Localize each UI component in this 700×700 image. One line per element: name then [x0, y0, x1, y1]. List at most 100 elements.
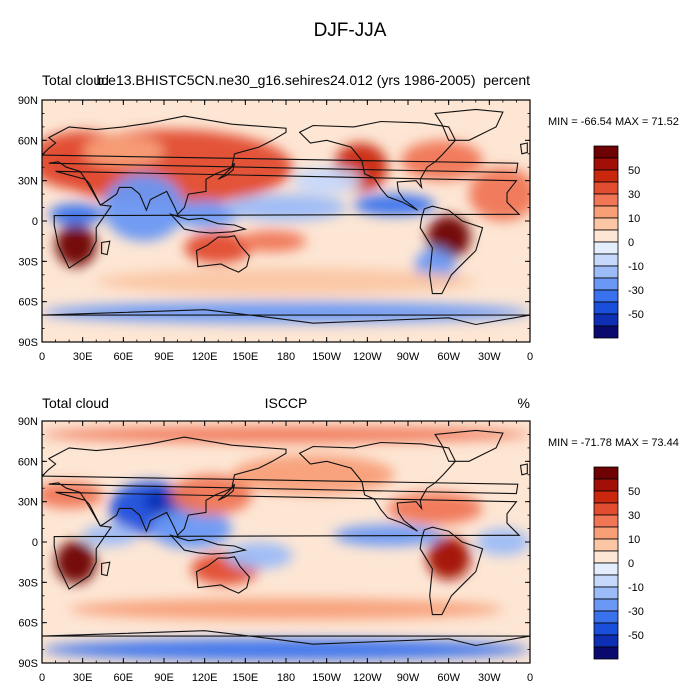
top-right-label: percent	[483, 72, 530, 88]
colorbar-swatch	[593, 634, 619, 648]
y-tick-label: 60N	[18, 456, 38, 468]
x-tick-label: 0	[527, 351, 533, 363]
colorbar-label: 30	[628, 510, 640, 522]
bottom-center-label: ISCCP	[264, 395, 308, 411]
colorbar-swatch	[593, 265, 619, 279]
coastline-south-america	[419, 205, 484, 295]
anomaly-region-13	[353, 194, 436, 216]
x-tick-label: 90E	[154, 351, 174, 363]
top-minmax: MIN = -66.54 MAX = 71.52	[548, 116, 679, 128]
coastline-africa	[53, 491, 521, 590]
bottom-left-label: Total cloud	[42, 395, 109, 411]
x-tick-label: 30E	[73, 672, 93, 684]
x-tick-label: 180	[277, 351, 295, 363]
x-tick-label: 150E	[232, 672, 258, 684]
coastline-indonesia	[169, 534, 248, 555]
colorbar-swatch	[593, 586, 619, 600]
colorbar-label: 50	[628, 165, 640, 177]
coastline-greenland	[434, 429, 504, 462]
top-map: 0 30E 60E 90E 120E 150E 180 150W 120W 90W 60W 30W 09…	[18, 95, 533, 363]
colorbar-swatch	[593, 466, 619, 480]
x-tick-label: 30W	[478, 351, 501, 363]
x-tick-label: 60W	[437, 672, 460, 684]
anomaly-region-4	[48, 203, 103, 226]
coastline-antarctica	[42, 309, 530, 326]
colorbar-swatch	[593, 550, 619, 564]
anomaly-region-15	[96, 268, 476, 295]
y-tick-label: 90S	[18, 658, 38, 670]
x-tick-label: 0	[39, 351, 45, 363]
coastline-north-america	[298, 120, 457, 211]
y-tick-label: 90S	[18, 337, 38, 349]
x-tick-label: 60W	[437, 351, 460, 363]
colorbar-swatch	[593, 325, 619, 339]
colorbar-swatch	[593, 313, 619, 327]
colorbar-swatch	[593, 598, 619, 612]
anomaly-region-9	[225, 194, 347, 221]
anomaly-region-17	[469, 167, 530, 221]
colorbar-label: 10	[628, 213, 640, 225]
colorbar-label: -10	[628, 261, 644, 273]
x-tick-label: 120E	[192, 351, 218, 363]
colorbar-label: 0	[628, 558, 634, 570]
anomaly-region-2	[82, 134, 164, 168]
anomaly-region-7	[426, 536, 471, 580]
colorbar-label: -10	[628, 582, 644, 594]
x-tick-label: 30W	[478, 672, 501, 684]
y-tick-label: 30S	[18, 577, 38, 589]
anomaly-region-5	[103, 173, 185, 242]
anomaly-region-3	[55, 223, 97, 267]
y-tick-label: 0	[32, 537, 38, 549]
coastline-north-america	[298, 441, 457, 532]
colorbar-label: -50	[628, 630, 644, 642]
bottom-map: 0 30E 60E 90E 120E 150E 180 150W 120W 90W 60W 30W 09…	[18, 416, 533, 684]
y-tick-label: 90N	[18, 416, 38, 428]
anomaly-region-7	[238, 230, 307, 252]
coastline-africa	[53, 170, 521, 269]
top-colorbar: 50 30 10 0 -10 -30 -50	[593, 145, 644, 339]
x-tick-label: 60E	[114, 351, 134, 363]
x-tick-label: 120E	[192, 672, 218, 684]
x-tick-label: 0	[527, 672, 533, 684]
anomaly-region-11	[401, 140, 483, 181]
colorbar-label: -30	[628, 285, 644, 297]
colorbar-swatch	[593, 193, 619, 207]
y-tick-label: 60S	[18, 618, 38, 630]
colorbar-swatch	[593, 289, 619, 303]
anomaly-region-12	[69, 598, 503, 620]
coastline-antarctica	[42, 630, 530, 647]
anomaly-region-18	[292, 167, 361, 195]
colorbar-swatch	[593, 157, 619, 171]
top-center-label: b.e13.BHISTC5CN.ne30_g16.sehires24.012 (…	[96, 72, 476, 88]
anomaly-region-10	[231, 454, 395, 495]
anomaly-region-8	[387, 492, 483, 525]
coastline-eurasia	[42, 115, 519, 216]
colorbar-swatch	[593, 181, 619, 195]
anomaly-region-11	[42, 638, 530, 661]
anomaly-region-4	[42, 481, 103, 509]
x-tick-label: 30E	[73, 351, 93, 363]
bottom-right-label: %	[517, 395, 530, 411]
colorbar-swatch	[593, 538, 619, 552]
colorbar-swatch	[593, 622, 619, 636]
x-tick-label: 90W	[397, 351, 420, 363]
coastline-greenland	[434, 108, 504, 141]
anomaly-region-12	[426, 215, 471, 259]
x-tick-label: 90W	[397, 672, 420, 684]
colorbar-swatch	[593, 526, 619, 540]
y-tick-label: 30N	[18, 497, 38, 509]
colorbar-swatch	[593, 562, 619, 576]
anomaly-region-3	[55, 540, 97, 584]
colorbar-swatch	[593, 217, 619, 231]
colorbar-label: 50	[628, 486, 640, 498]
x-tick-label: 120W	[353, 351, 382, 363]
anomaly-region-16	[42, 301, 530, 324]
colorbar-label: 0	[628, 237, 634, 249]
coastline-japan	[217, 483, 236, 501]
bottom-minmax: MIN = -71.78 MAX = 73.44	[548, 437, 679, 449]
colorbar-swatch	[593, 574, 619, 588]
colorbar-swatch	[593, 490, 619, 504]
x-tick-label: 180	[277, 672, 295, 684]
colorbar-swatch	[593, 169, 619, 183]
anomaly-region-6	[184, 231, 253, 265]
